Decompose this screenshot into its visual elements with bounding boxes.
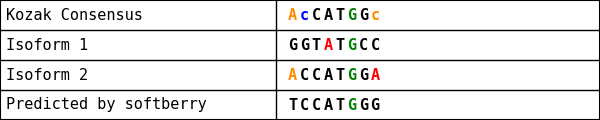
Text: G: G (359, 67, 368, 83)
Text: G: G (370, 97, 380, 113)
Text: G: G (347, 97, 356, 113)
Text: T: T (335, 7, 344, 23)
Text: T: T (335, 97, 344, 113)
Text: C: C (311, 7, 320, 23)
Text: C: C (359, 37, 368, 53)
Text: A: A (323, 37, 332, 53)
Text: G: G (359, 97, 368, 113)
Text: C: C (300, 97, 309, 113)
Text: Isoform 2: Isoform 2 (6, 67, 88, 83)
Text: A: A (288, 7, 297, 23)
Text: G: G (300, 37, 309, 53)
Text: Predicted by softberry: Predicted by softberry (6, 97, 207, 113)
Text: G: G (347, 7, 356, 23)
Text: A: A (370, 67, 380, 83)
Text: Isoform 1: Isoform 1 (6, 37, 88, 53)
Text: T: T (335, 67, 344, 83)
Text: C: C (311, 97, 320, 113)
Text: T: T (288, 97, 297, 113)
Text: A: A (288, 67, 297, 83)
Text: G: G (359, 7, 368, 23)
Text: C: C (311, 67, 320, 83)
Text: T: T (311, 37, 320, 53)
Text: G: G (288, 37, 297, 53)
Text: C: C (300, 67, 309, 83)
Text: G: G (347, 67, 356, 83)
Text: G: G (347, 37, 356, 53)
Text: c: c (370, 7, 380, 23)
Text: c: c (300, 7, 309, 23)
Text: A: A (323, 7, 332, 23)
Text: A: A (323, 97, 332, 113)
Text: A: A (323, 67, 332, 83)
Text: C: C (370, 37, 380, 53)
Text: Kozak Consensus: Kozak Consensus (6, 7, 143, 23)
Text: T: T (335, 37, 344, 53)
